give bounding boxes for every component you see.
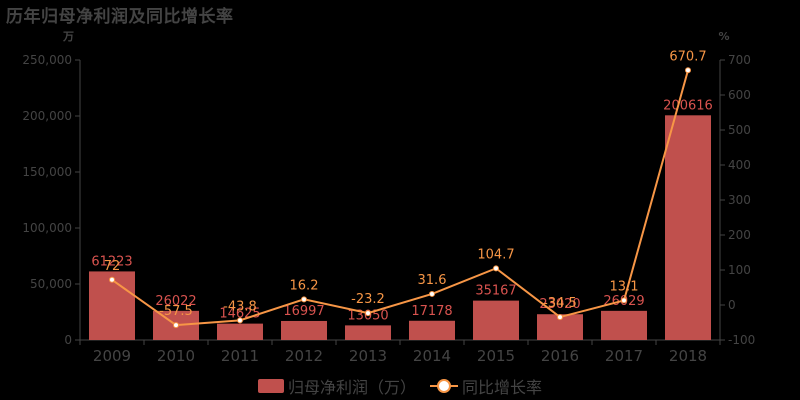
right-tick-label: 400 <box>728 158 751 172</box>
right-tick-label: -100 <box>728 333 755 347</box>
line-marker-icon <box>430 379 458 393</box>
legend: 归母净利润（万） 同比增长率 <box>0 374 800 398</box>
legend-label-net-profit: 归母净利润（万） <box>287 378 416 397</box>
left-tick-label: 200,000 <box>22 109 72 123</box>
bar-value-label: 16997 <box>283 304 324 319</box>
growth-value-label: -34.5 <box>543 296 577 311</box>
growth-point-2013[interactable] <box>365 310 371 317</box>
growth-point-2010[interactable] <box>173 322 179 329</box>
growth-value-label: 104.7 <box>477 247 514 262</box>
right-tick-label: 100 <box>728 263 751 277</box>
x-tick-label: 2016 <box>541 347 579 365</box>
x-tick-label: 2018 <box>669 347 707 365</box>
growth-value-label: 13.1 <box>610 279 639 294</box>
bar-2018[interactable] <box>665 115 711 340</box>
x-tick-label: 2015 <box>477 347 515 365</box>
right-tick-label: 300 <box>728 193 751 207</box>
bar-value-label: 61223 <box>91 254 132 269</box>
growth-value-label: 72 <box>104 259 121 274</box>
left-axis-unit: 万 <box>62 30 74 43</box>
growth-value-label: 31.6 <box>418 273 447 288</box>
x-tick-label: 2014 <box>413 347 451 365</box>
right-tick-label: 700 <box>728 53 751 67</box>
right-tick-label: 500 <box>728 123 751 137</box>
left-tick-label: 0 <box>64 333 72 347</box>
x-tick-label: 2009 <box>93 347 131 365</box>
x-tick-label: 2011 <box>221 347 259 365</box>
bar-2014[interactable] <box>409 320 455 340</box>
x-tick-label: 2012 <box>285 347 323 365</box>
right-tick-label: 200 <box>728 228 751 242</box>
bar-2013[interactable] <box>345 325 391 340</box>
bar-2015[interactable] <box>473 300 519 340</box>
right-tick-label: 600 <box>728 88 751 102</box>
chart-title: 历年归母净利润及同比增长率 <box>6 7 234 27</box>
x-tick-label: 2017 <box>605 347 643 365</box>
bar-value-label: 26022 <box>155 294 196 309</box>
left-tick-label: 50,000 <box>30 277 72 291</box>
growth-point-2009[interactable] <box>109 276 115 283</box>
left-tick-label: 150,000 <box>22 165 72 179</box>
growth-value-label: 670.7 <box>669 49 706 64</box>
left-tick-label: 100,000 <box>22 221 72 235</box>
growth-point-2016[interactable] <box>557 314 563 321</box>
x-tick-label: 2010 <box>157 347 195 365</box>
growth-point-2012[interactable] <box>301 296 307 303</box>
bar-2012[interactable] <box>281 320 327 340</box>
growth-point-2014[interactable] <box>429 290 435 297</box>
legend-item-net-profit[interactable]: 归母净利润（万） <box>257 374 416 398</box>
growth-value-label: -23.2 <box>351 292 385 307</box>
x-tick-label: 2013 <box>349 347 387 365</box>
bar-value-label: 17178 <box>411 304 452 319</box>
growth-point-2011[interactable] <box>237 317 243 324</box>
bar-2017[interactable] <box>601 310 647 340</box>
growth-point-2018[interactable] <box>685 67 691 74</box>
bar-2009[interactable] <box>89 271 135 340</box>
growth-point-2017[interactable] <box>621 297 627 304</box>
left-tick-label: 250,000 <box>22 53 72 67</box>
legend-item-growth-rate[interactable]: 同比增长率 <box>430 374 542 398</box>
right-tick-label: 0 <box>728 298 736 312</box>
bar-value-label: 35167 <box>475 284 516 299</box>
bar-value-label: 200616 <box>663 98 713 113</box>
growth-value-label: -57.5 <box>159 304 193 319</box>
legend-label-growth-rate: 同比增长率 <box>462 378 543 397</box>
chart-plot: 万 % 0 50,000 100,000 150,000 200,000 250,000 -10… <box>22 30 755 365</box>
bar-2011[interactable] <box>217 323 263 340</box>
growth-value-label: -43.8 <box>223 299 257 314</box>
growth-point-2015[interactable] <box>493 265 499 272</box>
growth-value-label: 16.2 <box>290 278 319 293</box>
bar-swatch-icon <box>257 379 284 393</box>
growth-rate-line <box>111 69 689 327</box>
right-axis-unit: % <box>718 30 729 43</box>
